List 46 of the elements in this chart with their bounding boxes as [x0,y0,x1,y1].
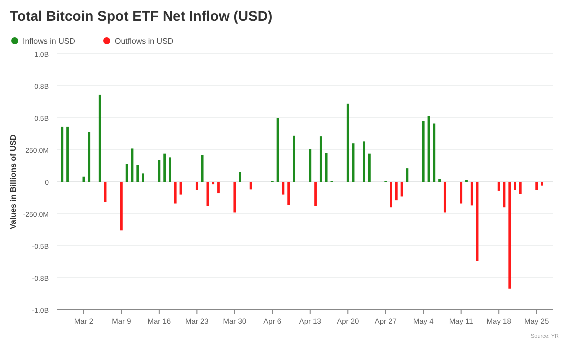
bar [433,124,436,182]
bar [169,158,172,182]
legend-label: Inflows in USD [23,37,76,46]
bar [395,182,398,201]
bar [196,182,198,190]
bar [158,160,161,182]
bar [234,182,236,213]
bar [218,182,220,194]
y-axis-title: Values in Billions of USD [9,134,18,230]
bar [142,174,144,182]
bar [250,182,252,190]
bar [519,182,522,194]
bar [126,164,128,182]
bar [444,182,446,213]
bar [541,182,544,186]
bar [325,153,328,182]
bar [390,182,392,208]
bar [288,182,290,206]
bar [438,179,441,182]
chart-title: Total Bitcoin Spot ETF Net Inflow (USD) [10,8,273,24]
bar [98,94,102,182]
bar [201,155,204,182]
bar [498,182,500,191]
bar [309,149,312,182]
bar [88,132,91,182]
bar [346,104,350,182]
bar [320,136,322,182]
bar [536,182,538,190]
bar [363,142,366,182]
bar [460,182,463,204]
bar [174,182,177,204]
bar [212,182,215,185]
legend-label: Outflows in USD [115,37,174,46]
bar [293,136,296,182]
bar [282,182,285,195]
bar [406,168,409,182]
bar [314,182,317,206]
bar [422,121,425,182]
bar [368,154,371,182]
bar [120,182,123,231]
bar [239,172,242,182]
bar [136,165,140,182]
bar [508,182,512,289]
bar [164,154,166,182]
bar [470,182,474,206]
bar [514,182,516,190]
